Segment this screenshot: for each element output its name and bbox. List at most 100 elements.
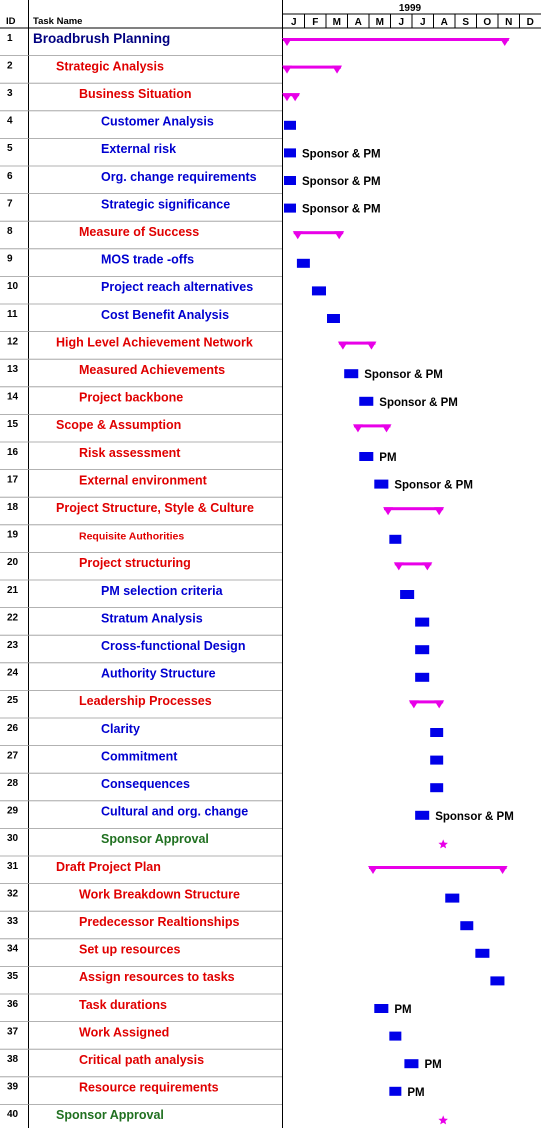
task-name[interactable]: Business Situation: [79, 87, 192, 101]
task-row[interactable]: 36 Task durations PM: [7, 998, 412, 1016]
task-row[interactable]: 30 Sponsor Approval: [7, 832, 448, 849]
milestone-star-icon[interactable]: [438, 1115, 448, 1125]
task-bar[interactable]: [327, 314, 340, 323]
task-bar[interactable]: [389, 534, 402, 544]
task-row[interactable]: 11 Cost Benefit Analysis: [7, 308, 340, 323]
task-row[interactable]: 13 Measured Achievements Sponsor & PM: [7, 363, 443, 381]
task-name[interactable]: Sponsor Approval: [56, 1108, 164, 1122]
task-row[interactable]: 12 High Level Achievement Network: [7, 335, 377, 350]
task-bar[interactable]: [359, 396, 374, 406]
task-name[interactable]: Draft Project Plan: [56, 860, 161, 874]
task-name[interactable]: Work Assigned: [79, 1025, 169, 1039]
task-row[interactable]: 5 External risk Sponsor & PM: [7, 142, 381, 160]
task-name[interactable]: Scope & Assumption: [56, 418, 181, 432]
task-bar[interactable]: [296, 258, 310, 268]
task-bar[interactable]: [430, 755, 444, 765]
task-name[interactable]: Cost Benefit Analysis: [101, 308, 229, 322]
task-row[interactable]: 15 Scope & Assumption: [7, 418, 392, 433]
task-bar[interactable]: [311, 286, 326, 296]
task-name[interactable]: Work Breakdown Structure: [79, 887, 240, 901]
task-bar[interactable]: [475, 948, 490, 958]
task-row[interactable]: 26 Clarity: [7, 722, 444, 737]
task-name[interactable]: Task durations: [79, 998, 167, 1012]
task-bar[interactable]: [374, 479, 389, 489]
task-row[interactable]: 37 Work Assigned: [7, 1025, 402, 1041]
task-name[interactable]: Commitment: [101, 749, 178, 763]
task-row[interactable]: 23 Cross-functional Design: [7, 639, 430, 655]
task-name[interactable]: Sponsor Approval: [101, 832, 209, 846]
task-row[interactable]: 35 Assign resources to tasks: [7, 970, 505, 986]
task-row[interactable]: 2 Strategic Analysis: [7, 59, 343, 74]
task-bar[interactable]: [389, 1086, 402, 1096]
task-row[interactable]: 34 Set up resources: [7, 943, 490, 958]
task-bar[interactable]: [359, 452, 374, 461]
summary-bar[interactable]: [409, 700, 444, 704]
task-bar[interactable]: [490, 976, 505, 986]
task-bar[interactable]: [284, 176, 296, 185]
summary-bar[interactable]: [394, 562, 432, 566]
summary-bar[interactable]: [293, 231, 344, 235]
task-row[interactable]: 19 Requisite Authorities: [7, 530, 402, 544]
task-name[interactable]: PM selection criteria: [101, 584, 224, 598]
task-bar[interactable]: [430, 783, 444, 793]
task-name[interactable]: Resource requirements: [79, 1081, 219, 1095]
task-row[interactable]: 29 Cultural and org. change Sponsor & PM: [7, 805, 514, 823]
task-row[interactable]: 32 Work Breakdown Structure: [7, 887, 460, 903]
task-row[interactable]: 28 Consequences: [7, 777, 444, 793]
task-name[interactable]: Leadership Processes: [79, 694, 212, 708]
task-row[interactable]: 39 Resource requirements PM: [7, 1081, 425, 1099]
task-name[interactable]: Cultural and org. change: [101, 805, 248, 819]
task-bar[interactable]: [400, 590, 415, 599]
summary-bar[interactable]: [384, 507, 444, 511]
task-name[interactable]: Set up resources: [79, 943, 180, 957]
summary-bar[interactable]: [283, 38, 509, 41]
task-name[interactable]: Org. change requirements: [101, 170, 257, 184]
task-row[interactable]: 40 Sponsor Approval: [7, 1108, 448, 1125]
task-name[interactable]: Stratum Analysis: [101, 611, 203, 625]
task-bar[interactable]: [430, 728, 444, 737]
task-name[interactable]: Cross-functional Design: [101, 639, 245, 653]
milestone-star-icon[interactable]: [438, 839, 448, 849]
task-row[interactable]: 1 Broadbrush Planning: [7, 31, 510, 46]
task-bar[interactable]: [445, 893, 460, 903]
task-row[interactable]: 6 Org. change requirements Sponsor & PM: [7, 170, 381, 188]
task-name[interactable]: External risk: [101, 142, 176, 156]
task-row[interactable]: 21 PM selection criteria: [7, 584, 415, 599]
task-bar[interactable]: [344, 369, 359, 379]
task-name[interactable]: Critical path analysis: [79, 1053, 204, 1067]
task-bar[interactable]: [284, 148, 296, 158]
task-row[interactable]: 7 Strategic significance Sponsor & PM: [7, 197, 381, 215]
task-row[interactable]: 18 Project Structure, Style & Culture: [7, 501, 445, 516]
task-name[interactable]: Measure of Success: [79, 225, 199, 239]
task-row[interactable]: 17 External environment Sponsor & PM: [7, 473, 473, 491]
task-name[interactable]: Strategic Analysis: [56, 59, 164, 73]
task-name[interactable]: Clarity: [101, 722, 140, 736]
task-row[interactable]: 24 Authority Structure: [7, 667, 430, 682]
task-name[interactable]: Strategic significance: [101, 197, 230, 211]
task-bar[interactable]: [460, 921, 474, 931]
task-row[interactable]: 20 Project structuring: [7, 556, 433, 571]
task-bar[interactable]: [389, 1031, 402, 1041]
task-bar[interactable]: [415, 810, 430, 820]
summary-bar[interactable]: [338, 341, 376, 345]
task-bar[interactable]: [415, 617, 430, 627]
task-row[interactable]: 33 Predecessor Realtionships: [7, 915, 474, 931]
task-bar[interactable]: [284, 203, 296, 213]
task-name[interactable]: Risk assessment: [79, 446, 181, 460]
task-row[interactable]: 3 Business Situation: [7, 87, 301, 102]
task-bar[interactable]: [404, 1059, 419, 1069]
task-bar[interactable]: [374, 1004, 389, 1013]
task-row[interactable]: 8 Measure of Success: [7, 225, 345, 240]
task-name[interactable]: Project Structure, Style & Culture: [56, 501, 254, 515]
task-name[interactable]: Assign resources to tasks: [79, 970, 235, 984]
summary-bar[interactable]: [369, 866, 507, 869]
task-row[interactable]: 38 Critical path analysis PM: [7, 1053, 442, 1071]
task-row[interactable]: 31 Draft Project Plan: [7, 860, 508, 874]
task-row[interactable]: 22 Stratum Analysis: [7, 611, 430, 627]
task-name[interactable]: External environment: [79, 473, 208, 487]
task-row[interactable]: 9 MOS trade -offs: [7, 253, 310, 268]
task-row[interactable]: 10 Project reach alternatives: [7, 280, 326, 296]
task-name[interactable]: Project backbone: [79, 391, 183, 405]
task-bar[interactable]: [284, 120, 296, 130]
task-name[interactable]: MOS trade -offs: [101, 253, 194, 267]
